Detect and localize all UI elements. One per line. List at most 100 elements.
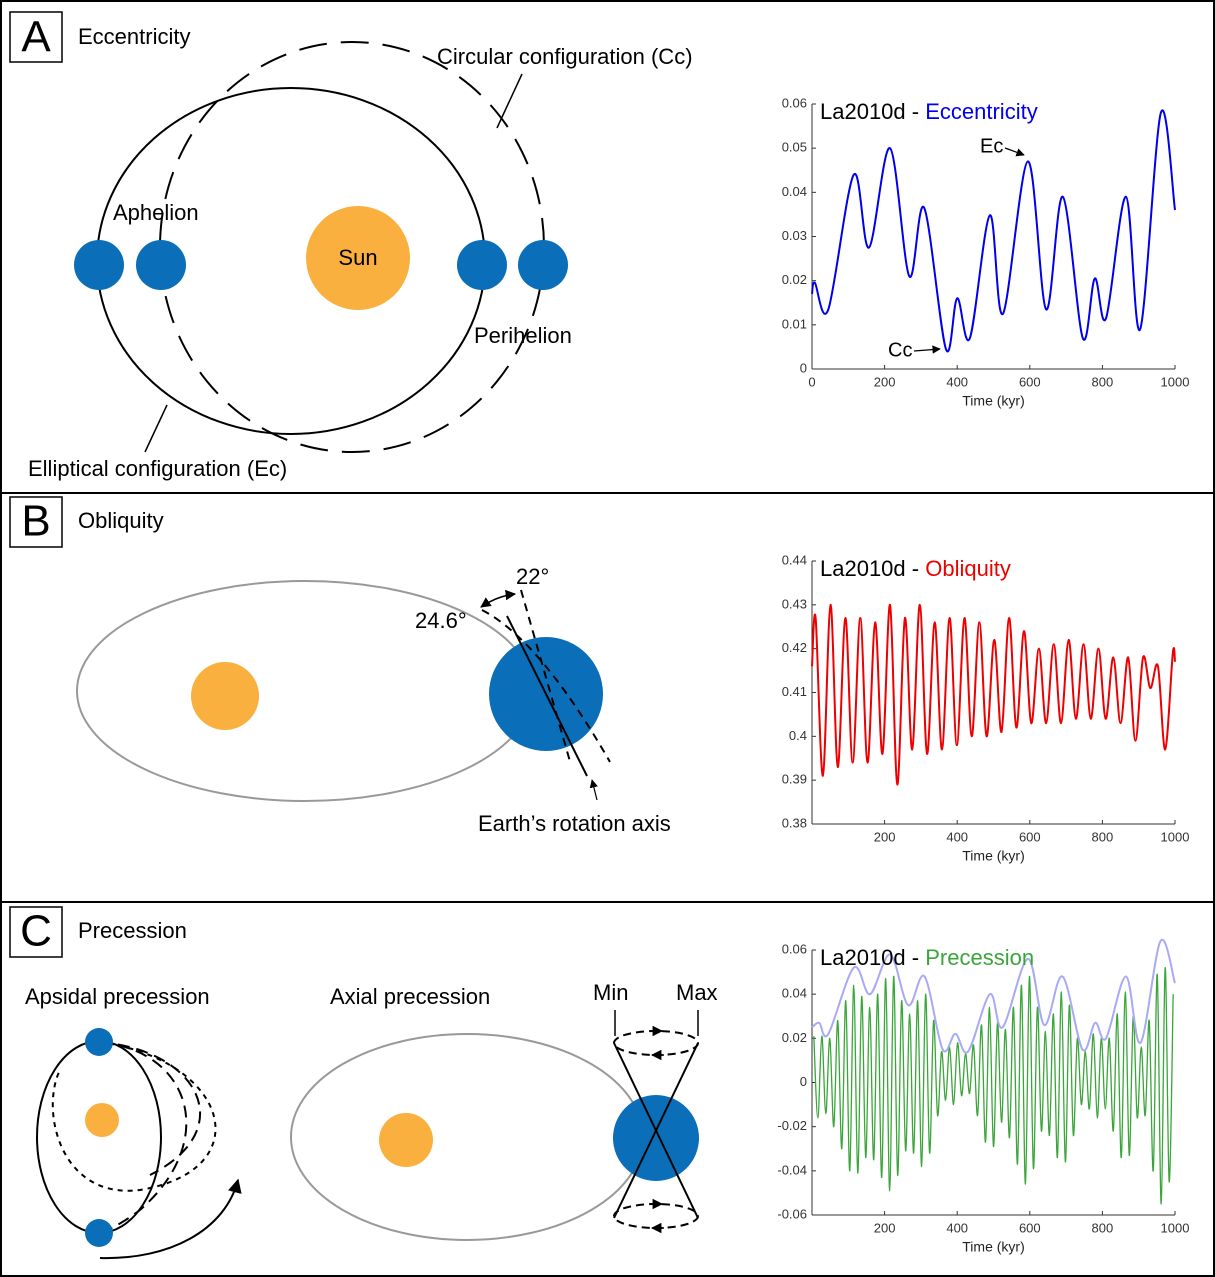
- y-tick-label: 0.05: [782, 140, 807, 155]
- series-line: [811, 603, 1176, 786]
- y-tick-label: 0.02: [782, 1030, 807, 1045]
- annotation: Cc: [888, 339, 912, 361]
- annotation: Ec: [980, 135, 1003, 157]
- title-text: La2010d -: [820, 99, 919, 124]
- label: Elliptical configuration (Ec): [28, 456, 287, 481]
- cone-bottom: [613, 1203, 699, 1229]
- orbit: [290, 1033, 644, 1241]
- label: Axial precession: [330, 984, 490, 1009]
- x-tick-label: 600: [1019, 1220, 1041, 1235]
- panel-letter-box: [9, 906, 63, 958]
- orbit-shifted: [51, 1041, 217, 1192]
- y-tick-label: 0.39: [782, 772, 807, 787]
- x-tick-label: 800: [1092, 374, 1114, 389]
- angle-arrow: [480, 589, 517, 608]
- cone-top: [613, 1030, 699, 1056]
- panel-letter-box: [9, 496, 63, 548]
- x-tick-label: 600: [1019, 374, 1041, 389]
- annotation-arrow: [1004, 147, 1025, 157]
- y-tick-label: 0.06: [782, 941, 807, 956]
- x-tick-label: 400: [946, 1220, 968, 1235]
- y-tick-label: 0.04: [782, 986, 807, 1001]
- leader: [144, 404, 168, 453]
- x-axis-label: Time (kyr): [962, 848, 1024, 864]
- label: Max: [676, 980, 718, 1005]
- sun: [85, 1103, 119, 1137]
- title-text: La2010d -: [820, 945, 919, 970]
- y-tick-label: 0.42: [782, 640, 807, 655]
- leader: [496, 73, 523, 129]
- x-axis-label: Time (kyr): [962, 1239, 1024, 1255]
- annotation-arrow: [913, 345, 941, 354]
- planet: [85, 1028, 113, 1056]
- y-tick-label: 0: [800, 360, 807, 375]
- panel-title: Eccentricity: [78, 24, 190, 49]
- y-tick-label: 0.44: [782, 552, 807, 567]
- legend-entry: Obliquity: [925, 556, 1011, 581]
- x-tick-label: 1000: [1161, 829, 1190, 844]
- label: Min: [593, 980, 628, 1005]
- x-tick-label: 400: [946, 374, 968, 389]
- precession-arrow: [99, 1178, 242, 1260]
- panel-letter: B: [21, 497, 50, 546]
- x-tick-label: 200: [874, 374, 896, 389]
- x-tick-label: 1000: [1161, 374, 1190, 389]
- axis-min: [520, 589, 572, 766]
- series-line: [813, 967, 1174, 1205]
- x-tick-label: 800: [1092, 829, 1114, 844]
- y-tick-label: -0.02: [777, 1118, 807, 1133]
- label: 22°: [516, 564, 549, 589]
- x-axis-label: Time (kyr): [962, 393, 1024, 409]
- planet: [74, 240, 124, 290]
- panel-title: Obliquity: [78, 508, 164, 533]
- x-tick-label: 1000: [1161, 1220, 1190, 1235]
- series-line: [811, 109, 1176, 353]
- title-text: La2010d -: [820, 556, 919, 581]
- y-tick-label: -0.04: [777, 1162, 807, 1177]
- chart-title: La2010d - Eccentricity: [820, 99, 1038, 124]
- y-tick-label: 0.4: [789, 728, 807, 743]
- sun: [379, 1113, 433, 1167]
- y-tick-label: 0.38: [782, 815, 807, 830]
- arrow: [589, 779, 598, 801]
- axis-max: [481, 609, 611, 763]
- y-tick-label: 0.01: [782, 316, 807, 331]
- earth: [613, 1095, 699, 1181]
- x-tick-label: 600: [1019, 829, 1041, 844]
- legend-entry: Precession: [925, 945, 1034, 970]
- y-tick-label: 0.43: [782, 596, 807, 611]
- planet: [85, 1219, 113, 1247]
- panel-letter: C: [20, 907, 52, 956]
- panel-letter: A: [21, 13, 51, 62]
- y-tick-label: 0.04: [782, 184, 807, 199]
- label: Perihelion: [474, 323, 572, 348]
- x-tick-label: 0: [808, 374, 815, 389]
- label: Apsidal precession: [25, 984, 210, 1009]
- orbit-shifted: [98, 1041, 188, 1234]
- x-tick-label: 800: [1092, 1220, 1114, 1235]
- sun: [191, 662, 259, 730]
- y-tick-label: 0.03: [782, 228, 807, 243]
- orbit: [36, 1040, 162, 1234]
- panel-letter-box: [9, 11, 63, 63]
- planet: [457, 240, 507, 290]
- label: Earth’s rotation axis: [478, 811, 671, 836]
- y-tick-label: 0: [800, 1074, 807, 1089]
- axis: [613, 1042, 699, 1219]
- axis: [506, 615, 588, 777]
- label: Circular configuration (Cc): [437, 44, 693, 69]
- panel-title: Precession: [78, 918, 187, 943]
- label: Sun: [338, 245, 377, 270]
- x-tick-label: 200: [874, 1220, 896, 1235]
- planet: [136, 240, 186, 290]
- legend-entry: Eccentricity: [925, 99, 1037, 124]
- orbit-shifted: [98, 1041, 202, 1176]
- y-tick-label: -0.06: [777, 1206, 807, 1221]
- label: Aphelion: [113, 200, 199, 225]
- chart-title: La2010d - Obliquity: [820, 556, 1011, 581]
- planet: [518, 240, 568, 290]
- x-tick-label: 200: [874, 829, 896, 844]
- chart-title: La2010d - Precession: [820, 945, 1034, 970]
